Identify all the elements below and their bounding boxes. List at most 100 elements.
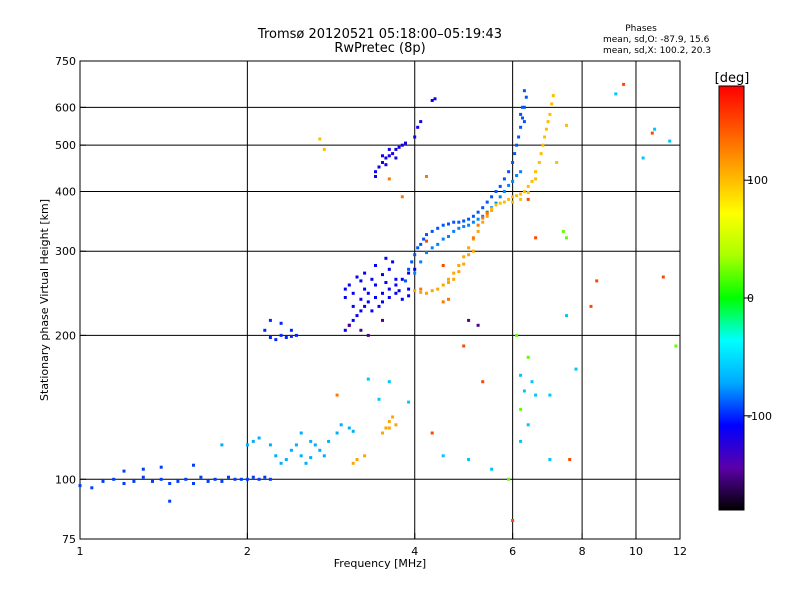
data-point	[381, 300, 384, 304]
data-point	[441, 223, 445, 227]
data-point	[519, 439, 523, 443]
data-point	[377, 304, 381, 308]
data-point	[502, 177, 506, 181]
data-point	[387, 267, 391, 271]
x-axis-label: Frequency [MHz]	[334, 557, 426, 570]
data-point	[192, 463, 195, 467]
data-point	[507, 183, 511, 187]
y-tick-labels: 75 100 200 300 400 500 600 750	[55, 55, 86, 546]
data-point	[239, 477, 243, 481]
data-point	[622, 82, 626, 86]
data-point	[519, 112, 523, 116]
data-point	[462, 344, 466, 348]
data-point	[384, 256, 388, 260]
data-point	[268, 477, 272, 481]
data-point	[425, 239, 428, 243]
data-point	[548, 112, 552, 116]
data-point	[263, 328, 267, 332]
data-point	[394, 423, 398, 427]
data-point	[485, 214, 489, 218]
data-point	[359, 328, 363, 332]
data-point	[471, 220, 475, 224]
data-point	[534, 177, 538, 181]
data-point	[370, 309, 374, 313]
data-point	[441, 264, 445, 267]
data-point	[507, 197, 511, 201]
data-point	[374, 283, 377, 287]
data-point	[335, 431, 339, 435]
data-point	[526, 197, 530, 201]
data-point	[370, 277, 374, 281]
y-tick-label: 200	[55, 329, 76, 342]
data-point	[141, 475, 145, 479]
data-point	[471, 214, 475, 218]
data-point	[359, 279, 363, 283]
x-tick-label: 10	[629, 545, 643, 558]
data-point	[377, 165, 381, 169]
data-point	[339, 423, 343, 427]
data-point	[522, 105, 526, 109]
data-point	[413, 135, 417, 139]
data-point	[462, 219, 466, 223]
data-point	[400, 277, 404, 281]
y-tick-label: 400	[55, 185, 76, 198]
data-point	[112, 477, 116, 481]
data-point	[467, 318, 471, 322]
data-point	[467, 253, 471, 257]
data-point	[279, 461, 283, 465]
data-point	[530, 380, 534, 384]
data-point	[507, 170, 511, 174]
data-point	[213, 477, 217, 481]
data-point	[515, 333, 519, 337]
data-point	[548, 458, 552, 461]
data-point	[374, 264, 377, 267]
colorbar-tick-label: 100	[747, 174, 768, 187]
y-tick-label: 300	[55, 245, 76, 258]
chart-title: Tromsø 20120521 05:18:00–05:19:43	[257, 27, 502, 42]
data-point	[419, 120, 423, 124]
data-point	[485, 211, 489, 215]
data-point	[407, 287, 411, 291]
data-point	[400, 143, 404, 147]
data-point	[522, 120, 526, 124]
data-point	[309, 439, 313, 443]
plot-area	[79, 60, 681, 540]
data-point	[521, 105, 524, 109]
data-point	[502, 200, 506, 204]
data-point	[387, 420, 391, 424]
data-point	[400, 195, 404, 199]
data-point	[322, 454, 326, 458]
data-point	[471, 249, 475, 253]
y-tick-label: 600	[55, 101, 76, 114]
data-point	[263, 475, 267, 479]
data-point	[299, 454, 303, 458]
data-point	[517, 135, 521, 139]
data-point	[476, 229, 480, 233]
data-point	[374, 296, 377, 299]
data-point	[90, 486, 94, 490]
data-point	[462, 262, 466, 266]
data-point	[397, 289, 401, 293]
data-point	[394, 283, 398, 287]
data-point	[433, 97, 437, 101]
data-point	[355, 275, 359, 279]
data-point	[343, 287, 347, 291]
data-point	[377, 397, 381, 401]
data-point	[430, 246, 434, 250]
y-axis-label: Stationary phase Virtual Height [km]	[38, 199, 51, 401]
data-point	[206, 479, 210, 483]
data-point	[441, 454, 445, 458]
data-point	[511, 195, 515, 199]
data-point	[447, 277, 450, 281]
data-point	[490, 195, 494, 199]
data-point	[447, 222, 450, 226]
data-point	[387, 380, 391, 384]
data-point	[407, 271, 411, 275]
data-point	[251, 475, 255, 479]
data-point	[452, 220, 456, 224]
data-point	[436, 226, 440, 230]
data-point	[407, 267, 411, 271]
data-point	[668, 139, 672, 143]
data-point	[519, 192, 523, 196]
data-point	[476, 223, 480, 227]
